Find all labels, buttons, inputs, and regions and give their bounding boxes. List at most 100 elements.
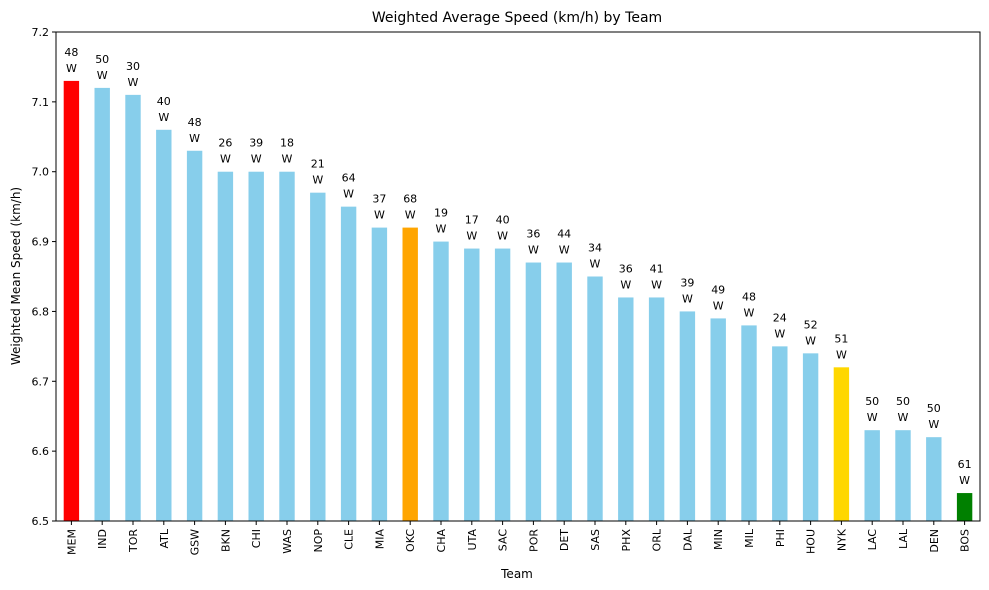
x-tick-label: SAC	[497, 529, 510, 552]
y-axis: 6.5 6.6 6.7 6.8 6.9 7.0 7.1 7.2	[32, 26, 56, 528]
x-tick-label: NOP	[312, 529, 325, 553]
bar-wins-suffix: W	[436, 223, 447, 236]
bar-bkn	[217, 171, 234, 521]
x-tick-label: POR	[527, 529, 540, 552]
bar-wins-suffix: W	[374, 209, 385, 222]
bar-phi	[772, 346, 788, 521]
x-axis-label: Team	[500, 567, 533, 581]
bar-wins-suffix: W	[312, 174, 323, 187]
bar-orl	[648, 297, 665, 521]
bar-wins-value: 51	[834, 332, 848, 345]
bar-wins-value: 49	[711, 283, 725, 296]
y-tick-label: 6.8	[32, 305, 50, 318]
bar-wins-suffix: W	[220, 153, 231, 166]
x-tick-label: BKN	[219, 529, 232, 552]
bar-lal	[895, 430, 911, 521]
bar-den	[926, 437, 942, 521]
x-tick-label: LAL	[897, 528, 910, 549]
bar-wins-suffix: W	[497, 230, 508, 243]
bar-wins-value: 39	[249, 137, 263, 150]
bar-wins-suffix: W	[651, 278, 662, 291]
bar-wins-suffix: W	[97, 69, 108, 82]
bar-wins-suffix: W	[590, 258, 601, 271]
bar-wins-suffix: W	[128, 76, 139, 89]
bar-wins-suffix: W	[682, 292, 693, 305]
x-tick-label: ORL	[651, 528, 664, 551]
bar-wins-suffix: W	[66, 62, 77, 75]
bar-wins-value: 17	[465, 214, 479, 227]
bar-wins-value: 39	[680, 276, 694, 289]
bar-wins-suffix: W	[559, 244, 570, 257]
bar-wins-suffix: W	[774, 327, 785, 340]
bar-wins-value: 34	[588, 242, 602, 255]
x-tick-label: MEM	[65, 529, 78, 555]
bar-mem	[63, 80, 80, 522]
bars-group	[63, 80, 973, 522]
x-tick-label: CHA	[435, 529, 448, 553]
bar-labels: 48 W 50 W 30 W 40 W 48 W 26 W 39 W 18 W 21 W 64 W 37 W 68 W 19 W 1…	[64, 46, 971, 487]
y-tick-label: 6.9	[32, 236, 50, 249]
x-tick-label: DAL	[681, 528, 694, 551]
bar-nyk	[833, 367, 850, 521]
bar-sac	[494, 248, 511, 522]
x-tick-label: DEN	[928, 529, 941, 553]
bar-sas	[587, 276, 603, 521]
bar-wins-suffix: W	[466, 230, 477, 243]
bar-was	[279, 171, 295, 521]
bar-uta	[464, 248, 480, 522]
bar-det	[556, 262, 572, 521]
x-tick-label: WAS	[281, 529, 294, 554]
bar-wins-value: 50	[865, 395, 879, 408]
bar-wins-suffix: W	[836, 348, 847, 361]
bar-por	[525, 262, 542, 521]
bar-nop	[310, 192, 326, 521]
x-tick-label: BOS	[959, 529, 972, 552]
bar-wins-value: 19	[434, 207, 448, 220]
bar-wins-value: 24	[773, 311, 787, 324]
x-tick-label: PHI	[774, 529, 787, 547]
bar-wins-suffix: W	[959, 474, 970, 487]
bar-okc	[402, 227, 418, 521]
bar-wins-value: 64	[342, 172, 356, 185]
bar-phx	[618, 297, 634, 521]
x-tick-label: NYK	[835, 528, 848, 551]
x-tick-label: ATL	[158, 528, 171, 548]
y-tick-label: 6.7	[32, 375, 50, 388]
bar-wins-value: 61	[958, 458, 972, 471]
bar-wins-value: 50	[927, 402, 941, 415]
y-tick-label: 7.1	[32, 96, 50, 109]
chart-title: Weighted Average Speed (km/h) by Team	[372, 10, 662, 26]
x-tick-label: MIL	[743, 528, 756, 548]
bar-wins-value: 40	[496, 214, 510, 227]
bar-mia	[371, 227, 388, 521]
bar-wins-suffix: W	[867, 411, 878, 424]
bar-wins-suffix: W	[189, 132, 200, 145]
bar-atl	[156, 129, 172, 522]
bar-wins-suffix: W	[251, 153, 262, 166]
x-tick-label: MIA	[373, 529, 386, 550]
bar-wins-value: 26	[218, 137, 232, 150]
bar-cle	[340, 206, 357, 521]
bar-wins-suffix: W	[343, 188, 354, 201]
x-tick-label: HOU	[805, 529, 818, 554]
x-tick-label: OKC	[404, 529, 417, 552]
bar-wins-suffix: W	[405, 209, 416, 222]
y-tick-label: 7.2	[32, 26, 50, 39]
bar-wins-value: 52	[804, 318, 818, 331]
bar-wins-value: 41	[650, 262, 664, 275]
bar-wins-value: 36	[526, 228, 540, 241]
y-tick-label: 7.0	[32, 166, 50, 179]
bar-bos	[956, 493, 973, 521]
x-tick-label: TOR	[127, 529, 140, 553]
bar-wins-value: 48	[188, 116, 202, 129]
x-tick-label: SAS	[589, 529, 602, 551]
x-tick-label: GSW	[189, 529, 202, 556]
y-tick-label: 6.5	[32, 515, 50, 528]
bar-wins-suffix: W	[928, 418, 939, 431]
bar-wins-value: 48	[742, 290, 756, 303]
x-tick-label: MIN	[712, 529, 725, 550]
bar-wins-value: 50	[95, 53, 109, 66]
bar-wins-value: 30	[126, 60, 140, 73]
bar-wins-suffix: W	[528, 244, 539, 257]
